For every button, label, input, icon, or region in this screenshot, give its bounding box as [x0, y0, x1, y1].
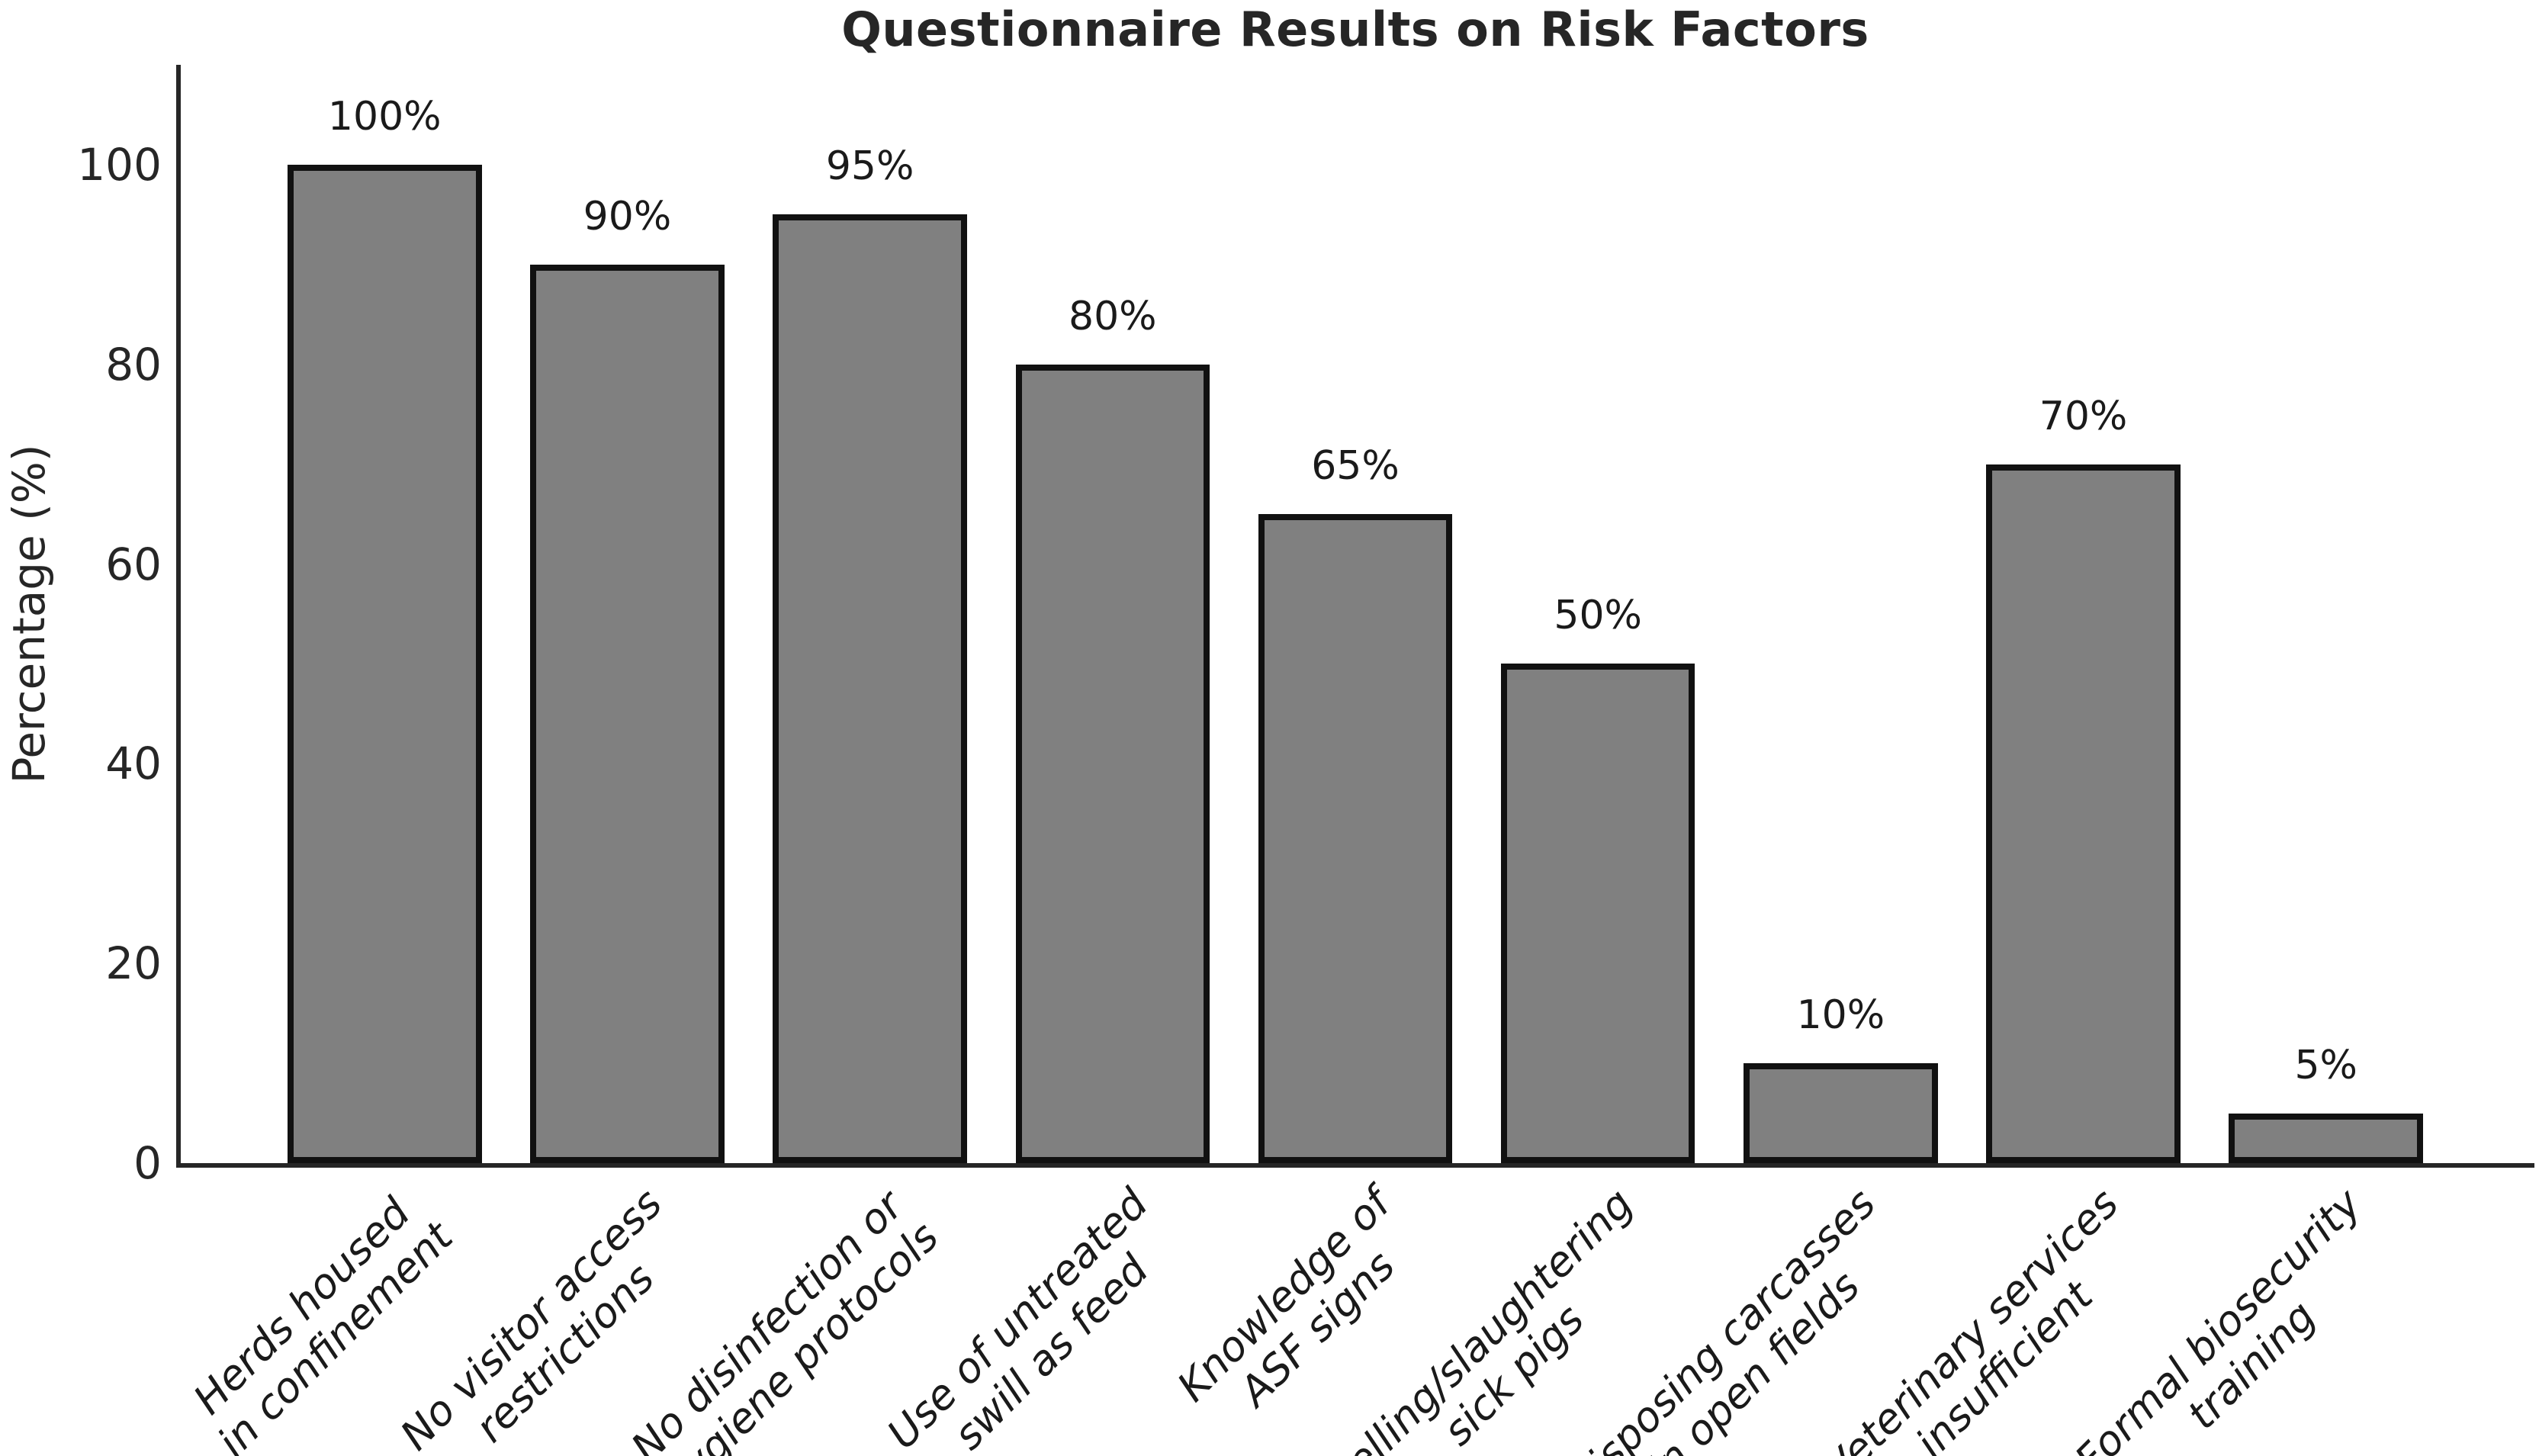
- bar-value-label: 80%: [1069, 293, 1157, 339]
- bar: [1015, 364, 1210, 1163]
- y-tick-label: 60: [105, 538, 162, 590]
- bar-value-label: 100%: [327, 93, 442, 140]
- plot-area: [176, 65, 2534, 1168]
- bar-value-label: 50%: [1554, 593, 1642, 639]
- y-tick-label: 0: [133, 1137, 162, 1189]
- bar-value-label: 90%: [583, 193, 672, 239]
- y-tick-label: 20: [105, 937, 162, 990]
- y-axis-label: Percentage (%): [3, 444, 55, 784]
- chart-title: Questionnaire Results on Risk Factors: [841, 2, 1869, 57]
- y-tick-label: 40: [105, 738, 162, 790]
- bar: [288, 164, 482, 1163]
- y-tick-label: 80: [105, 338, 162, 391]
- bar: [530, 264, 725, 1163]
- bar-value-label: 95%: [825, 143, 914, 190]
- bar: [773, 214, 967, 1163]
- bar-value-label: 65%: [1311, 443, 1400, 490]
- bar: [2229, 1113, 2423, 1163]
- bar: [1744, 1063, 1938, 1163]
- x-tick-label: Use of untreated swill as feed: [878, 1179, 1158, 1456]
- bar-value-label: 5%: [2294, 1042, 2357, 1088]
- bar: [1986, 464, 2181, 1163]
- bar: [1500, 664, 1695, 1163]
- y-tick-label: 100: [77, 138, 162, 191]
- bar-value-label: 70%: [2039, 393, 2128, 439]
- bar-value-label: 10%: [1796, 992, 1885, 1039]
- bar: [1258, 514, 1453, 1163]
